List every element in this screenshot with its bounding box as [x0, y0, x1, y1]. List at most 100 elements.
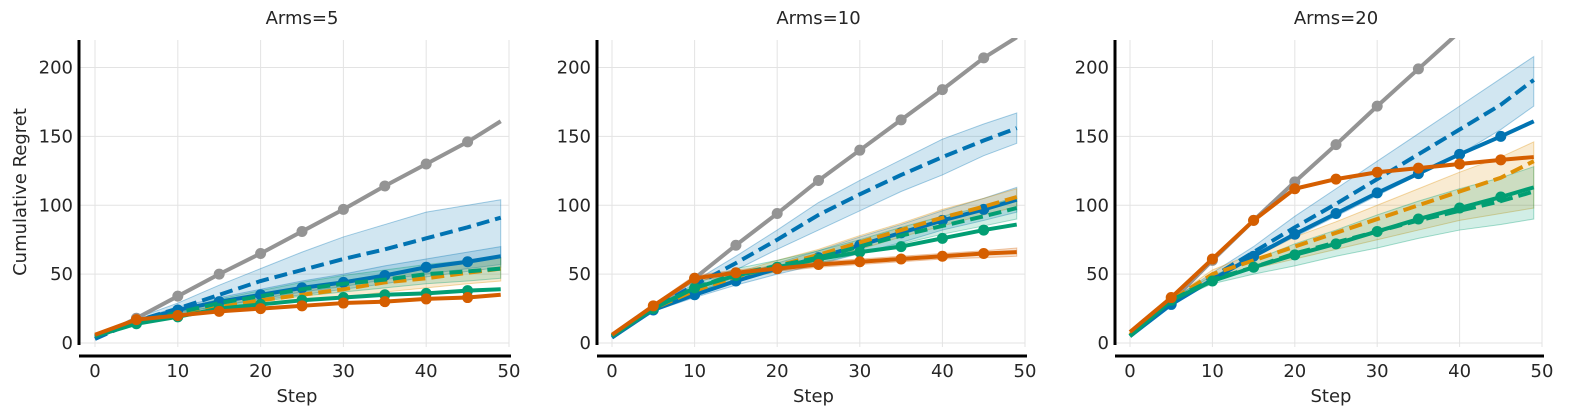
y-tick-label: 150 [557, 126, 591, 147]
data-point [1454, 158, 1466, 170]
x-tick-label: 20 [766, 361, 789, 382]
data-point [854, 256, 866, 268]
x-tick-label: 10 [1201, 361, 1224, 382]
x-axis-label: Step [277, 386, 318, 407]
series-line-2 [94, 215, 502, 341]
y-tick-label: 0 [580, 333, 591, 354]
x-axis-label: Step [793, 386, 834, 407]
data-point [1206, 253, 1218, 265]
data-point [379, 296, 391, 308]
data-point [1371, 187, 1383, 199]
data-point [1206, 275, 1218, 287]
data-point [1412, 63, 1424, 75]
data-point [420, 158, 432, 170]
data-point [337, 203, 349, 215]
data-point [647, 300, 659, 312]
data-point [1495, 130, 1507, 142]
y-tick-label: 0 [1098, 333, 1109, 354]
data-point [936, 232, 948, 244]
data-point [1412, 162, 1424, 174]
data-point [895, 253, 907, 265]
data-point [1495, 154, 1507, 166]
data-point [936, 84, 948, 96]
data-point [1330, 139, 1342, 151]
x-tick-label: 0 [606, 361, 617, 382]
data-point [978, 203, 990, 215]
x-tick-label: 50 [498, 361, 521, 382]
y-tick-label: 100 [39, 195, 73, 216]
data-point [337, 297, 349, 309]
plot-area [610, 38, 1018, 340]
x-tick-label: 20 [249, 361, 272, 382]
data-point [978, 247, 990, 259]
data-point [1454, 202, 1466, 214]
x-tick-label: 10 [166, 361, 189, 382]
chart-panel-3: 0 10 20 30 40 50 0 50 100 150 200 Arms=20 Step [1075, 8, 1554, 407]
x-tick-label: 20 [1283, 361, 1306, 382]
data-point [1454, 26, 1465, 37]
data-point [379, 180, 391, 192]
chart-title: Arms=20 [1294, 8, 1378, 29]
x-tick-label: 30 [1366, 361, 1389, 382]
y-tick-label: 50 [568, 264, 591, 285]
x-tick-label: 30 [848, 361, 871, 382]
data-point [462, 292, 474, 304]
data-point [1371, 100, 1383, 112]
data-point [255, 247, 267, 259]
data-point [689, 282, 701, 294]
data-point [462, 136, 474, 148]
y-tick-label: 200 [39, 58, 73, 79]
data-point [1248, 261, 1260, 273]
y-tick-label: 50 [1086, 264, 1109, 285]
data-point [172, 290, 184, 302]
chart-panel-2: 0 10 20 30 40 50 0 50 100 150 200 Arms=10 Step [557, 8, 1037, 407]
data-point [854, 246, 866, 258]
data-point [1330, 208, 1342, 220]
data-point [1289, 228, 1301, 240]
data-point [1248, 250, 1260, 262]
data-point [813, 258, 824, 270]
data-point [1330, 238, 1342, 250]
data-point [296, 300, 308, 312]
data-point [771, 208, 783, 220]
x-tick-label: 10 [683, 361, 706, 382]
x-tick-label: 0 [1124, 361, 1135, 382]
x-tick-label: 40 [1448, 361, 1471, 382]
y-tick-label: 150 [39, 126, 73, 147]
data-point [1165, 292, 1177, 304]
chart-title: Arms=10 [776, 8, 860, 29]
data-point [213, 268, 225, 280]
data-point [1495, 191, 1507, 203]
x-tick-label: 0 [89, 361, 100, 382]
series-line-4 [94, 266, 501, 339]
y-tick-label: 200 [557, 58, 591, 79]
data-point [1289, 249, 1301, 261]
data-point [813, 174, 824, 186]
x-tick-label: 40 [931, 361, 954, 382]
data-point [730, 267, 742, 279]
data-point [978, 52, 990, 64]
data-point [895, 241, 907, 253]
confidence-band [1129, 166, 1535, 337]
data-point [854, 144, 866, 156]
data-point [213, 305, 225, 317]
y-axis-label: Cumulative Regret [10, 108, 31, 276]
data-point [1289, 183, 1301, 195]
plot-area [94, 119, 502, 341]
data-point [936, 250, 948, 262]
data-point [1330, 173, 1342, 185]
data-point [255, 303, 267, 315]
chart-panel-1: 0 10 20 30 40 50 0 50 100 150 200 Arms=5 Step [39, 8, 521, 407]
series-line-5 [94, 266, 501, 339]
data-point [689, 272, 701, 284]
data-point [172, 309, 184, 321]
y-tick-label: 50 [50, 264, 73, 285]
series-line-4 [1128, 159, 1535, 337]
y-tick-label: 150 [1075, 126, 1109, 147]
x-tick-label: 30 [332, 361, 355, 382]
x-tick-label: 50 [1014, 361, 1037, 382]
data-point [1248, 214, 1260, 226]
x-axis-label: Step [1311, 386, 1352, 407]
data-point [462, 256, 474, 268]
